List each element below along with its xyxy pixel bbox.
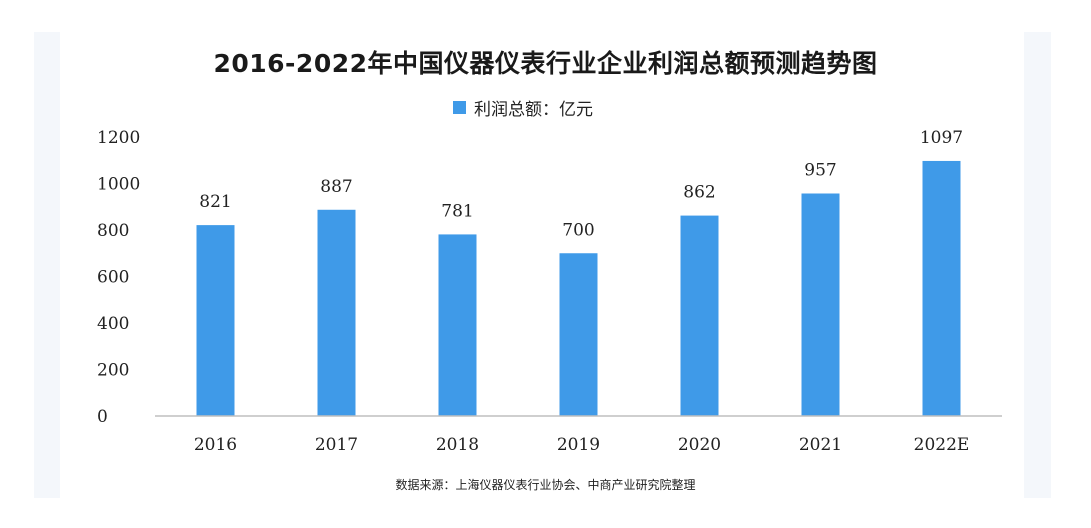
x-tick-label: 2022E bbox=[914, 435, 970, 455]
y-tick-label: 400 bbox=[97, 314, 129, 334]
bar-value-label: 700 bbox=[562, 220, 594, 240]
chart-title: 2016-2022年中国仪器仪表行业企业利润总额预测趋势图 bbox=[213, 49, 878, 78]
bar-value-label: 887 bbox=[320, 177, 352, 197]
bar bbox=[680, 215, 719, 416]
bar bbox=[438, 234, 477, 416]
bar-value-label: 957 bbox=[804, 160, 836, 180]
bar-value-label: 781 bbox=[441, 201, 473, 221]
y-tick-label: 800 bbox=[97, 221, 129, 241]
y-tick-label: 200 bbox=[97, 361, 129, 381]
x-tick-label: 2021 bbox=[799, 435, 842, 455]
bar bbox=[559, 253, 598, 416]
bar bbox=[801, 193, 840, 416]
x-tick-label: 2019 bbox=[557, 435, 600, 455]
legend-label: 利润总额：亿元 bbox=[474, 99, 593, 120]
bar bbox=[196, 225, 235, 416]
y-tick-label: 0 bbox=[97, 407, 108, 427]
y-tick-label: 600 bbox=[97, 268, 129, 288]
y-tick-label: 1200 bbox=[97, 128, 140, 148]
source-note: 数据来源：上海仪器仪表行业协会、中商产业研究院整理 bbox=[395, 478, 696, 492]
x-tick-label: 2016 bbox=[194, 435, 237, 455]
x-tick-label: 2020 bbox=[678, 435, 721, 455]
bar-value-label: 862 bbox=[683, 183, 715, 203]
bar-value-label: 1097 bbox=[920, 128, 963, 148]
bar-value-label: 821 bbox=[199, 192, 231, 212]
x-tick-label: 2017 bbox=[315, 435, 358, 455]
legend: 利润总额：亿元 bbox=[453, 96, 593, 120]
x-tick-label: 2018 bbox=[436, 435, 479, 455]
bar bbox=[317, 209, 356, 416]
legend-swatch bbox=[453, 100, 466, 114]
y-tick-label: 1000 bbox=[97, 175, 140, 195]
bar bbox=[922, 160, 961, 416]
